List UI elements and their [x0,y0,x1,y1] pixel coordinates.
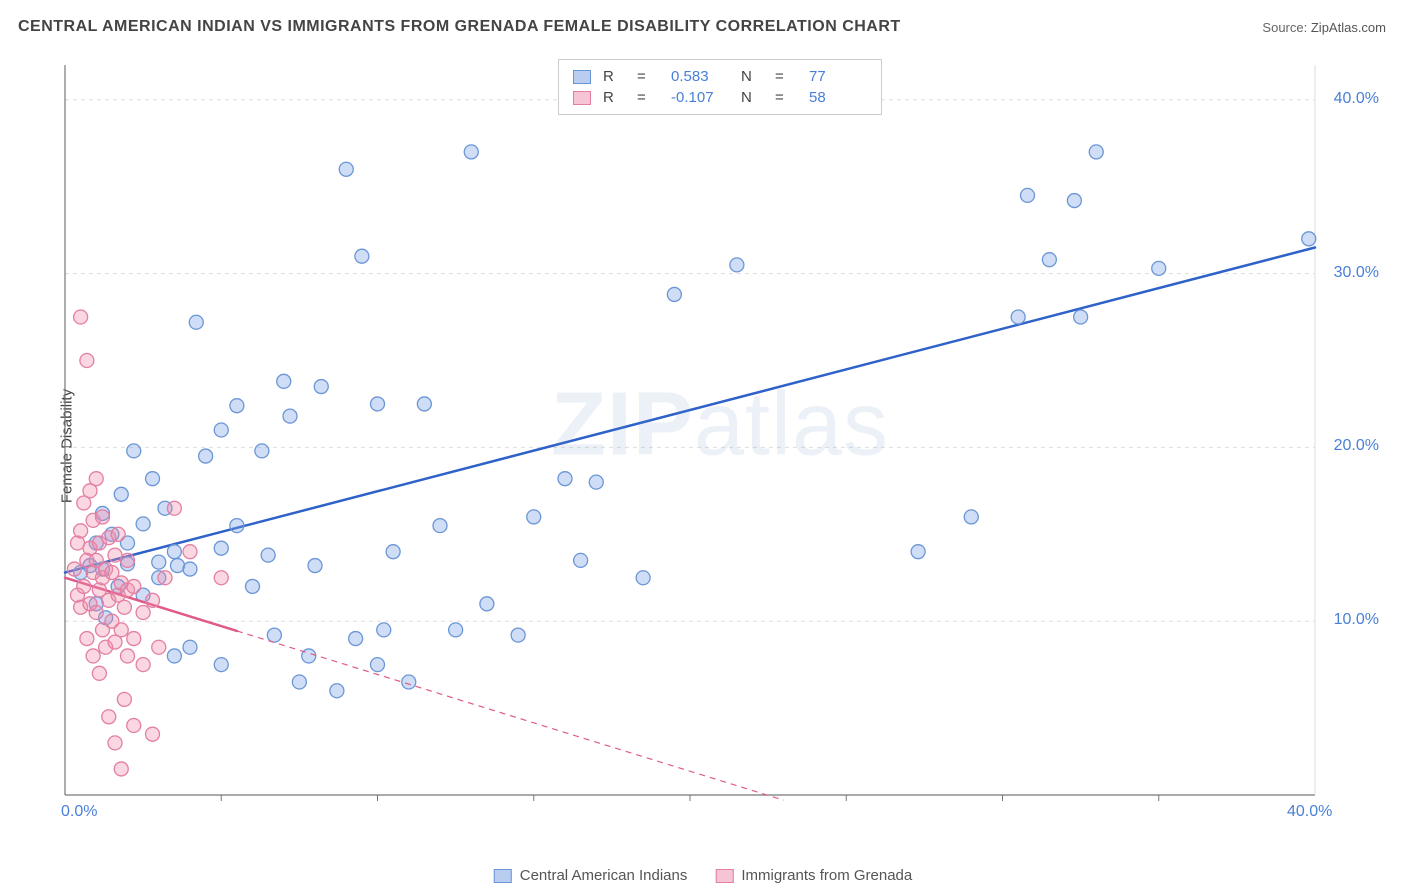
y-tick-label: 30.0% [1334,264,1379,282]
x-tick-label: 0.0% [61,803,97,821]
plot-area: ZIPatlas R=0.583N=77R=-0.107N=58 10.0%20… [55,55,1385,825]
legend-correlation-row: R = 0.583 N = 77 [573,66,867,87]
y-tick-label: 20.0% [1334,437,1379,455]
legend-eq: = [637,68,659,85]
x-tick-label: 40.0% [1287,803,1332,821]
legend-series: Central American Indians Immigrants from … [494,867,912,884]
chart-title: CENTRAL AMERICAN INDIAN VS IMMIGRANTS FR… [18,18,901,36]
legend-eq: = [775,89,797,106]
source-link[interactable]: ZipAtlas.com [1311,20,1386,35]
legend-swatch [494,869,512,883]
legend-eq: = [775,68,797,85]
chart-svg [55,55,1385,825]
source-attribution: Source: ZipAtlas.com [1262,20,1386,35]
y-tick-label: 40.0% [1334,90,1379,108]
legend-swatch [715,869,733,883]
legend-swatch [573,91,591,105]
legend-n-label: N [741,89,763,106]
legend-correlation: R = 0.583 N = 77 R = -0.107 N = 58 [558,59,882,115]
source-label: Source: [1262,20,1307,35]
legend-series-label: Central American Indians [520,867,688,884]
legend-series-item: Central American Indians [494,867,688,884]
legend-r-label: R [603,89,625,106]
legend-r-value: 0.583 [671,68,729,85]
legend-series-label: Immigrants from Grenada [741,867,912,884]
y-tick-label: 10.0% [1334,611,1379,629]
legend-n-label: N [741,68,763,85]
legend-n-value: 58 [809,89,867,106]
legend-r-value: -0.107 [671,89,729,106]
legend-n-value: 77 [809,68,867,85]
legend-r-label: R [603,68,625,85]
legend-swatch [573,70,591,84]
legend-series-item: Immigrants from Grenada [715,867,912,884]
legend-correlation-row: R = -0.107 N = 58 [573,87,867,108]
legend-eq: = [637,89,659,106]
